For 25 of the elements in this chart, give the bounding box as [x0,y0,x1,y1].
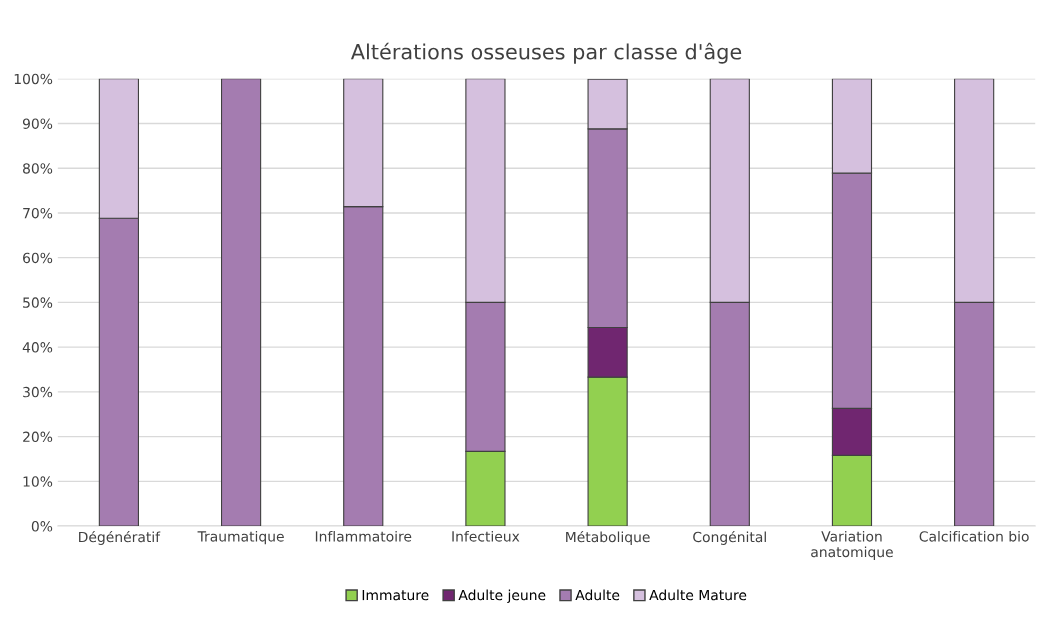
x-tick-label: Métabolique [566,530,650,545]
x-tick-label: Congénital [693,530,766,545]
bar [220,78,262,527]
legend-label: Immature [362,590,429,601]
y-tick-label: 60% [23,252,53,264]
x-tick-label: Infectieux [452,530,520,542]
legend-label: Adulte Mature [649,589,747,601]
y-tick-label: 50% [23,297,53,308]
legend-label: Adulte jeune [458,589,546,604]
y-tick-label: 70% [23,207,53,219]
legend-label: Adulte [575,589,620,601]
x-tick-label: Calcification bio [919,530,1029,542]
y-tick-label: 100% [14,73,53,85]
y-tick-label: 10% [23,476,53,487]
chart-title: Altérations osseuses par classe d'âge [350,42,742,64]
x-tick-label: Traumatique [197,530,284,545]
y-tick-label: 90% [22,118,53,129]
x-tick-label: Dégénératif [79,530,161,545]
y-tick-label: 80% [23,163,53,174]
x-tick-label: Inflammatoire [315,530,412,542]
y-tick-label: 40% [22,342,53,353]
x-tick-label: Variation anatomique [811,530,893,560]
y-tick-label: 20% [23,431,53,443]
y-tick-label: 30% [23,386,53,398]
y-tick-label: 0% [31,521,53,532]
